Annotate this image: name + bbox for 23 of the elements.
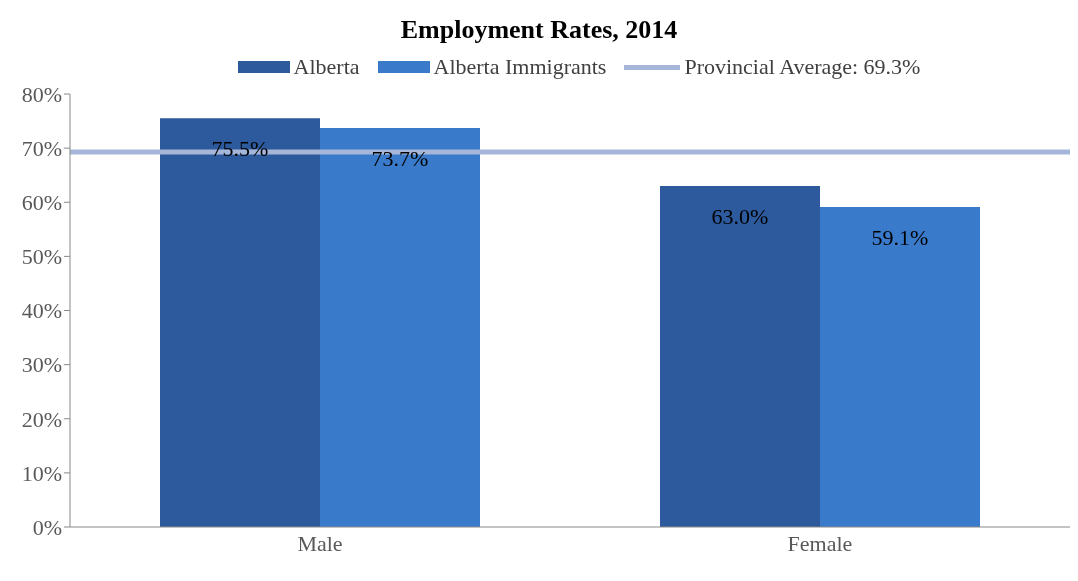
bar [320, 128, 480, 527]
y-tick-label: 10% [21, 460, 62, 486]
x-tick-label: Female [787, 530, 853, 556]
chart-title: Employment Rates, 2014 [399, 14, 679, 46]
x-tick-label: Male [297, 530, 343, 556]
y-tick-label: 20% [21, 406, 62, 432]
y-tick-label: 70% [21, 135, 62, 161]
data-label: 73.7% [371, 145, 429, 171]
data-label: 63.0% [711, 203, 769, 229]
data-label: 59.1% [871, 224, 929, 250]
y-tick-label: 60% [21, 190, 62, 216]
bar [820, 207, 980, 527]
bar [660, 186, 820, 527]
bar [160, 118, 320, 527]
y-tick-label: 50% [21, 244, 62, 270]
legend-label: Alberta [293, 54, 360, 80]
y-tick-label: 80% [21, 81, 62, 107]
legend-label: Alberta Immigrants [433, 54, 607, 80]
data-label: 75.5% [211, 135, 269, 161]
legend-label: Provincial Average: 69.3% [684, 54, 921, 80]
y-tick-label: 0% [32, 514, 62, 540]
y-tick-label: 30% [21, 352, 62, 378]
y-tick-label: 40% [21, 298, 62, 324]
